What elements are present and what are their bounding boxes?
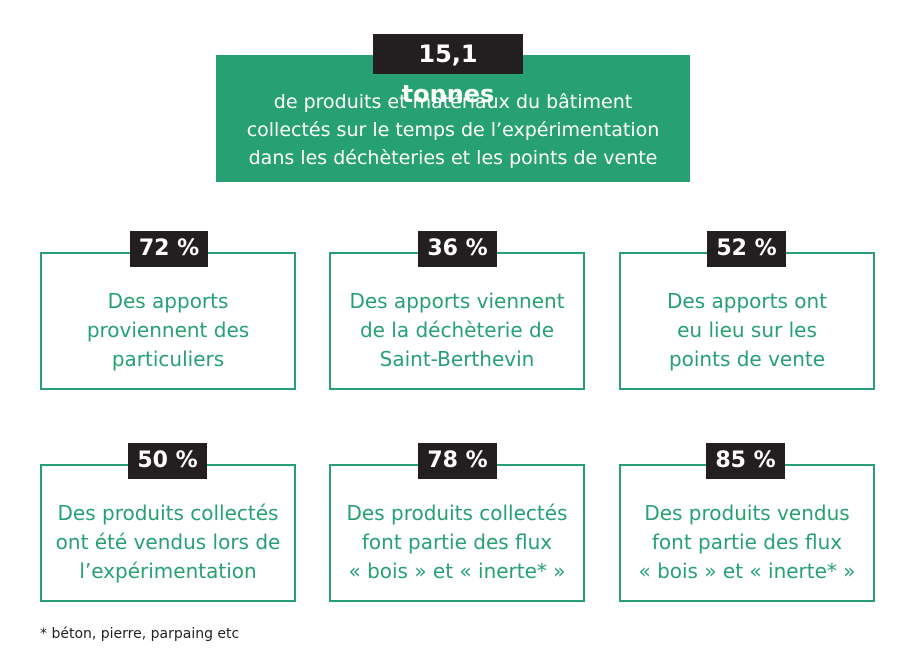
stat-card-line: particuliers — [111, 346, 225, 371]
stat-card-points-de-vente: Des apports ont eu lieu sur les points d… — [619, 252, 875, 390]
stat-card-text: Des apports viennent de la déchèterie de… — [349, 287, 564, 374]
stat-card-line: ont été vendus lors de — [55, 529, 281, 554]
stat-card-text: Des produits collectés ont été vendus lo… — [56, 499, 281, 586]
headline-line: de produits et matériaux du bâtiment — [273, 91, 633, 113]
headline-value-badge: 15,1 tonnes — [373, 34, 523, 108]
stat-card-text: Des apports proviennent des particuliers — [87, 287, 249, 374]
headline-line: dans les déchèteries et les points de ve… — [248, 147, 658, 169]
stat-card-line: l’expérimentation — [79, 558, 257, 583]
stat-card-line: Saint-Berthevin — [379, 346, 535, 371]
stat-card-text: Des produits vendus font partie des flux… — [638, 499, 855, 586]
stat-card-line: Des produits collectés — [346, 500, 568, 525]
stat-card-line: « bois » et « inerte* » — [638, 558, 856, 583]
stat-card-saint-berthevin: Des apports viennent de la déchèterie de… — [329, 252, 585, 390]
stat-card-line: « bois » et « inerte* » — [348, 558, 566, 583]
stat-card-flux-vendus: Des produits vendus font partie des flux… — [619, 464, 875, 602]
stat-value-badge: 78 % — [418, 443, 497, 479]
stat-card-text: Des produits collectés font partie des f… — [347, 499, 568, 586]
footnote: * béton, pierre, parpaing etc — [40, 626, 240, 642]
stat-card-line: font partie des flux — [651, 529, 843, 554]
stat-card-line: font partie des flux — [361, 529, 553, 554]
headline-description-box: de produits et matériaux du bâtiment col… — [216, 55, 690, 182]
stat-card-line: points de vente — [668, 346, 826, 371]
stat-card-line: Des produits collectés — [57, 500, 279, 525]
stat-card-flux-collectes: Des produits collectés font partie des f… — [329, 464, 585, 602]
stat-value-badge: 36 % — [418, 231, 497, 267]
stat-card-particuliers: Des apports proviennent des particuliers — [40, 252, 296, 390]
stat-value-badge: 50 % — [128, 443, 207, 479]
stat-card-line: proviennent des — [86, 317, 250, 342]
stat-card-line: Des produits vendus — [644, 500, 850, 525]
stat-card-vendus: Des produits collectés ont été vendus lo… — [40, 464, 296, 602]
stat-card-text: Des apports ont eu lieu sur les points d… — [667, 287, 827, 374]
stat-card-line: Des apports — [107, 288, 229, 313]
stat-card-line: Des apports ont — [667, 288, 827, 313]
stat-value-badge: 85 % — [706, 443, 785, 479]
stat-card-line: Des apports viennent — [349, 288, 565, 313]
stat-card-line: de la déchèterie de — [359, 317, 555, 342]
headline-line: collectés sur le temps de l’expérimentat… — [246, 119, 660, 141]
stat-value-badge: 72 % — [130, 231, 208, 267]
stat-card-line: eu lieu sur les — [677, 317, 817, 342]
stat-value-badge: 52 % — [707, 231, 786, 267]
